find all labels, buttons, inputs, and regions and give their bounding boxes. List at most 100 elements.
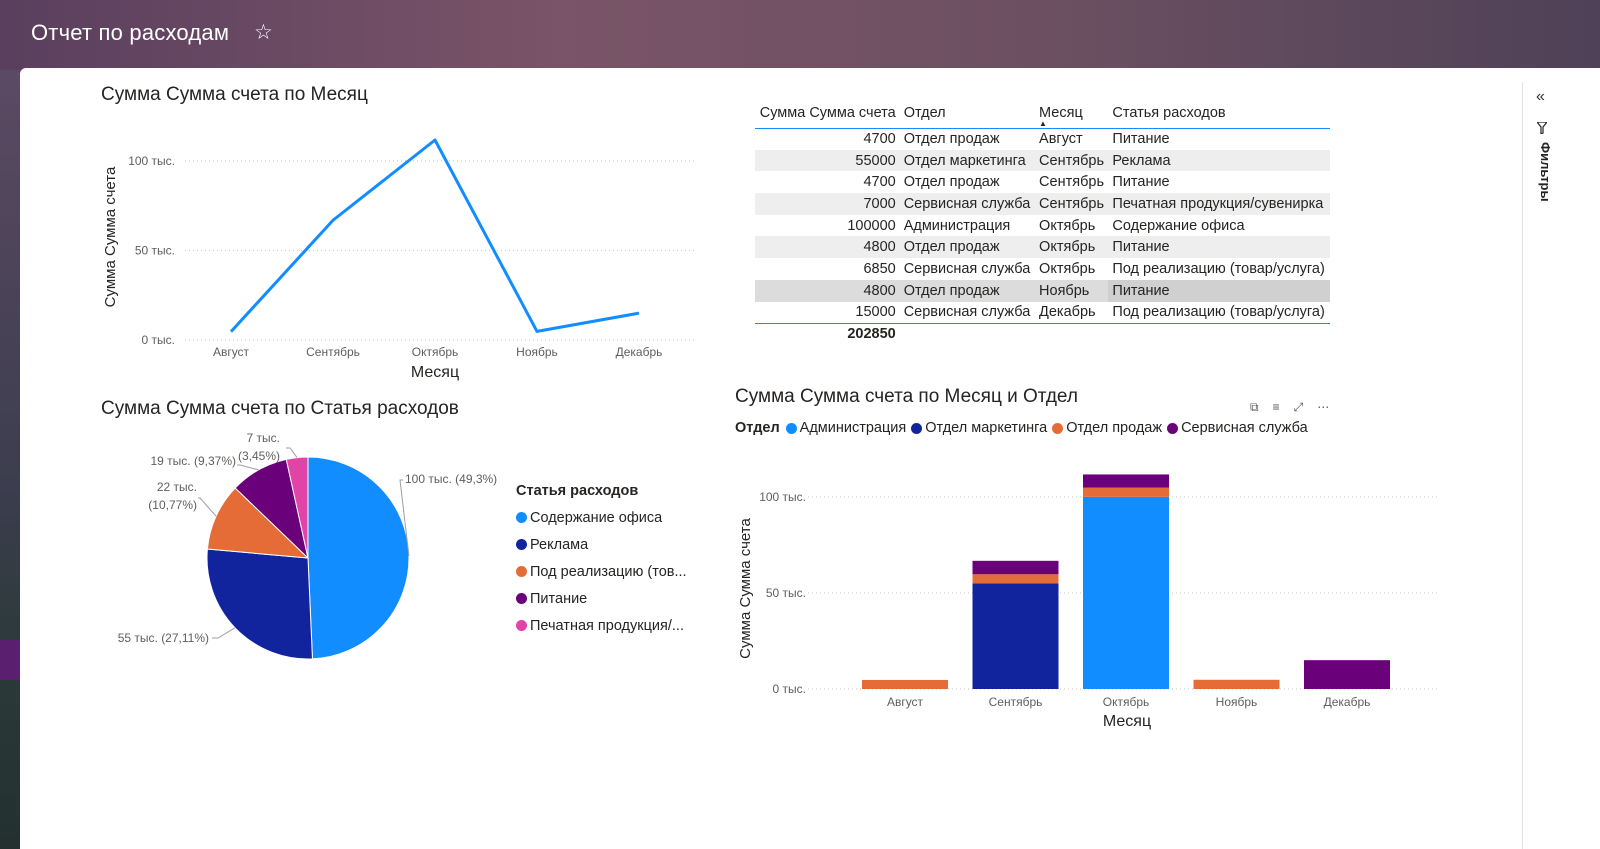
line-y-tick: 0 тыс.	[142, 333, 175, 347]
bar-chart[interactable]: 0 тыс. 50 тыс. 100 тыс. Август Сентябрь Октяб…	[730, 455, 1450, 735]
star-icon[interactable]: ☆	[254, 21, 273, 44]
legend-dot-icon	[1167, 422, 1179, 434]
table-cell: 4700	[863, 131, 896, 148]
table-header-cell[interactable]: Статья расходов	[1108, 98, 1330, 129]
line-x-tick: Октябрь	[412, 345, 459, 359]
table-cell: Отдел продаж	[899, 279, 1036, 302]
line-x-tick: Сентябрь	[306, 345, 360, 359]
table-row[interactable]: 4800 Отдел продаж Октябрь Питание	[755, 236, 1330, 259]
legend-dot-icon	[516, 566, 527, 577]
table-header-cell[interactable]: Сумма Сумма счета	[755, 98, 900, 129]
more-options-icon[interactable]: ⋯	[1317, 400, 1330, 414]
table-cell: Реклама	[1108, 149, 1330, 172]
line-chart-title: Сумма Сумма счета по Месяц	[101, 84, 368, 105]
table-cell: Отдел продаж	[903, 174, 1000, 191]
focus-mode-icon[interactable]: ⤢	[1293, 400, 1304, 414]
line-y-tick: 100 тыс.	[128, 154, 175, 168]
table-total-empty	[1108, 322, 1330, 346]
pie-slice[interactable]	[206, 548, 313, 660]
table-cell: Администрация	[903, 217, 1011, 234]
line-chart[interactable]: 0 тыс. 50 тыс. 100 тыс. Август Сентябрь Октяб…	[95, 120, 705, 390]
bar-segment[interactable]	[972, 560, 1059, 575]
table-row[interactable]: 4700 Отдел продаж Август Питание	[755, 128, 1330, 150]
bar-segment[interactable]	[1083, 496, 1169, 689]
table-cell: Отдел продаж	[899, 236, 1036, 259]
pie-chart[interactable]: 100 тыс. (49,3%) 55 тыс. (27,11%) 22 тыс. (…	[100, 425, 520, 685]
expense-table[interactable]: Сумма Сумма счета Отдел Месяц ▲ Статья расхо…	[755, 98, 1330, 346]
pie-leader-line	[237, 464, 259, 471]
table-cell: Сентябрь	[1035, 149, 1109, 172]
table-cell: Октябрь	[1035, 236, 1109, 259]
bar-legend-item[interactable]: Отдел продаж	[1052, 420, 1162, 436]
pie-legend-title: Статья расходов	[516, 483, 639, 499]
bar-legend-item[interactable]: Администрация	[785, 420, 906, 436]
filters-pane[interactable]: « Фильтры	[1522, 82, 1568, 849]
pie-legend-label: Содержание офиса	[530, 509, 663, 526]
pie-leader-line	[399, 479, 410, 556]
pie-slice[interactable]	[307, 456, 410, 660]
bar-chart-title: Сумма Сумма счета по Месяц и Отдел	[735, 386, 1078, 407]
pie-leader-line	[286, 447, 298, 458]
legend-dot-icon	[516, 539, 527, 550]
bar-x-tick: Сентябрь	[989, 695, 1043, 709]
collapse-icon[interactable]: «	[1536, 88, 1545, 105]
table-row[interactable]: 4700 Отдел продаж Сентябрь Питание	[755, 171, 1330, 193]
bar-segment[interactable]	[1304, 660, 1390, 689]
bar-legend-title: Отдел	[735, 420, 780, 436]
bar-legend: Отдел Администрация Отдел маркетинга Отдел…	[735, 420, 1313, 436]
table-cell: 15000	[855, 304, 896, 321]
copy-icon[interactable]: ⧉	[1250, 400, 1259, 414]
table-cell: Печатная продукция/сувенирка	[1108, 193, 1330, 215]
filter-icon[interactable]: ≡	[1272, 400, 1280, 414]
pie-data-label: 22 тыс.	[157, 480, 197, 494]
pie-legend-label: Печатная продукция/...	[530, 617, 684, 634]
bar-segment[interactable]	[1083, 487, 1169, 497]
line-x-tick: Декабрь	[616, 345, 663, 359]
pie-data-label: (3,45%)	[238, 449, 280, 463]
pie-data-label: 7 тыс.	[247, 431, 280, 445]
bar-legend-item[interactable]: Сервисная служба	[1167, 420, 1308, 436]
pie-legend-label: Под реализацию (тов...	[530, 563, 687, 580]
line-series[interactable]	[229, 138, 640, 333]
bar-segment[interactable]	[972, 583, 1059, 689]
pie-legend-item[interactable]: Содержание офиса	[516, 504, 687, 531]
pie-leader-line	[198, 497, 217, 517]
table-row[interactable]: 100000 Администрация Октябрь Содержание офи…	[755, 215, 1330, 237]
table-row[interactable]: 7000 Сервисная служба Сентябрь Печатная про…	[755, 193, 1330, 215]
table-total-empty	[899, 322, 1036, 346]
table-row[interactable]: 15000 Сервисная служба Декабрь Под реализац…	[755, 302, 1330, 324]
bar-x-tick: Ноябрь	[1216, 695, 1258, 709]
bar-x-tick: Октябрь	[1103, 695, 1150, 709]
bar-segment[interactable]	[972, 574, 1059, 584]
table-header-cell[interactable]: Отдел	[899, 98, 1036, 129]
bar-y-tick: 100 тыс.	[759, 490, 806, 504]
table-row[interactable]: 6850 Сервисная служба Октябрь Под реализаци…	[755, 258, 1330, 280]
pie-legend-item[interactable]: Реклама	[516, 531, 687, 558]
bar-segment[interactable]	[1083, 474, 1169, 488]
line-x-label: Месяц	[411, 364, 459, 381]
pie-legend-item[interactable]: Питание	[516, 585, 687, 612]
table-cell: Отдел продаж	[903, 131, 1000, 148]
pie-slice[interactable]	[206, 487, 310, 559]
table-cell: 55000	[755, 149, 900, 172]
bar-legend-item[interactable]: Отдел маркетинга	[911, 420, 1047, 436]
pie-legend-item[interactable]: Печатная продукция/...	[516, 612, 687, 639]
report-header: Отчет по расходам ☆	[0, 0, 1600, 68]
table-header-cell[interactable]: Месяц ▲	[1035, 98, 1109, 129]
table-cell: Питание	[1112, 174, 1170, 191]
filters-label[interactable]: Фильтры	[1538, 142, 1553, 202]
pie-leader-line	[212, 627, 236, 639]
table-cell: Питание	[1108, 236, 1330, 259]
table-cell: Октябрь	[1039, 217, 1096, 234]
bar-y-tick: 0 тыс.	[773, 682, 806, 696]
bar-segment[interactable]	[862, 679, 948, 689]
table-cell: 6850	[863, 260, 896, 277]
pie-legend-item[interactable]: Под реализацию (тов...	[516, 558, 687, 585]
table-row[interactable]: 55000 Отдел маркетинга Сентябрь Реклама	[755, 149, 1330, 172]
bar-segment[interactable]	[1193, 679, 1280, 689]
sort-ascending-icon[interactable]: ▲	[1039, 118, 1047, 128]
background-edge	[0, 70, 20, 849]
pie-legend: Статья расходов Содержание офиса Реклама П…	[516, 478, 687, 639]
table-row[interactable]: 4800 Отдел продаж Ноябрь Питание	[755, 279, 1330, 302]
pie-data-label: 19 тыс. (9,37%)	[151, 454, 237, 468]
